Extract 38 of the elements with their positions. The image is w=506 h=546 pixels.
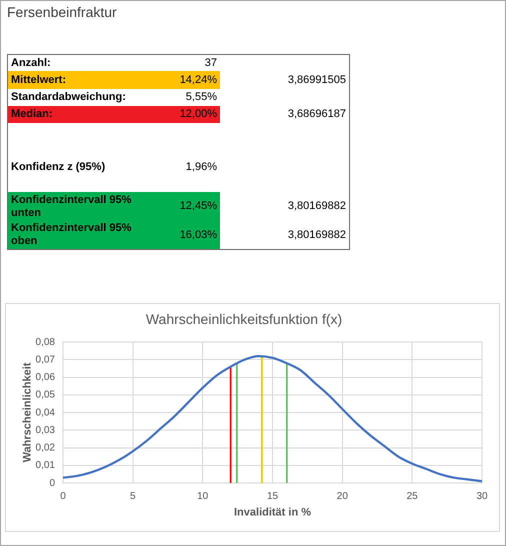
text: 12,45% [180,200,217,213]
y-tick-label: 0,03 [36,424,56,436]
y-axis-title: Wahrscheinlichkeit [22,362,34,462]
text: Standardabweichung: [11,91,126,104]
text: Anzahl: [11,57,51,70]
x-axis-title: Invalidität in % [234,506,312,518]
chart-title: Wahrscheinlichkeitsfunktion f(x) [146,310,342,327]
x-tick-label: 15 [266,490,278,502]
x-tick-label: 5 [130,490,136,502]
y-tick-label: 0,07 [36,354,56,366]
text: Konfidenzintervall 95% unten [11,194,132,220]
y-tick-label: 0 [49,478,56,489]
text: 5,55% [186,91,217,104]
y-tick-label: 0,01 [36,460,56,472]
text: 37 [204,57,217,70]
text: 3,80169882 [288,228,346,242]
text: 1,96% [186,161,217,174]
text: Fersenbeinfraktur [7,4,117,20]
y-tick-label: 0,05 [36,390,56,401]
y-tick-label: 0,08 [36,336,56,348]
text: Konfidenzintervall 95% oben [11,222,132,248]
text: 3,80169882 [288,200,346,213]
y-tick-label: 0,02 [36,442,56,454]
y-tick-label: 0,04 [36,407,56,418]
text: 14,24% [180,74,217,86]
text: Konfidenz z (95%) [11,161,106,174]
x-tick-label: 10 [197,490,209,502]
y-tick-label: 0,06 [36,372,56,383]
x-tick-label: 0 [60,490,66,502]
text: 12,00% [180,108,217,121]
text: 16,03% [180,228,217,242]
x-tick-label: 20 [336,490,348,502]
x-tick-label: 30 [476,490,488,502]
text: 3,68696187 [288,108,346,121]
text: Median: [11,108,53,121]
text: 3,86991505 [288,74,346,86]
text: Mittelwert: [11,74,66,86]
x-tick-label: 25 [406,490,418,502]
